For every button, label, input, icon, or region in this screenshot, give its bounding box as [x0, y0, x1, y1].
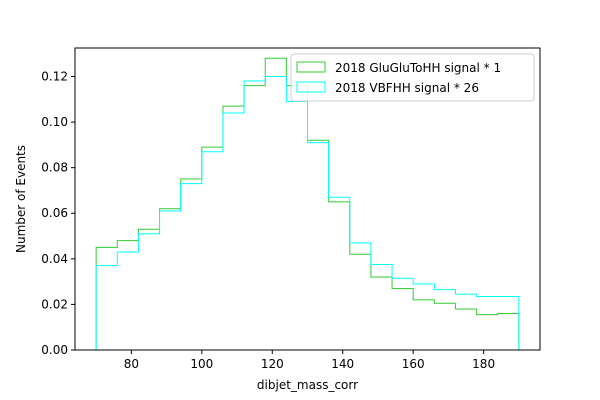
y-tick-label: 0.10 [41, 115, 68, 129]
legend-label: 2018 VBFHH signal * 26 [335, 81, 479, 95]
x-tick-label: 180 [472, 357, 495, 371]
legend-box [290, 53, 535, 102]
legend: 2018 GluGluToHH signal * 1 2018 VBFHH sig… [290, 53, 535, 102]
y-axis-title: Number of Events [14, 145, 28, 253]
series-line-1 [95, 75, 520, 350]
legend-swatch [296, 61, 326, 73]
x-axis-ticks: 80 100 120 140 160 180 [124, 350, 495, 371]
x-tick-label: 100 [190, 357, 213, 371]
y-tick-label: 0.04 [41, 252, 68, 266]
x-tick-label: 140 [331, 357, 354, 371]
x-tick-label: 160 [402, 357, 425, 371]
y-tick-label: 0.08 [41, 161, 68, 175]
legend-swatch [296, 81, 326, 93]
y-tick-label: 0.00 [41, 343, 68, 357]
y-tick-label: 0.12 [41, 69, 68, 83]
y-tick-label: 0.02 [41, 297, 68, 311]
y-axis-ticks: 0.00 0.02 0.04 0.06 0.08 0.10 0.12 [41, 69, 75, 357]
legend-label: 2018 GluGluToHH signal * 1 [335, 61, 501, 75]
y-tick-label: 0.06 [41, 206, 68, 220]
x-axis-title: dibjet_mass_corr [257, 378, 358, 392]
axes-frame [74, 47, 541, 351]
series-layer [95, 57, 520, 350]
x-tick-label: 120 [261, 357, 284, 371]
x-tick-label: 80 [124, 357, 139, 371]
